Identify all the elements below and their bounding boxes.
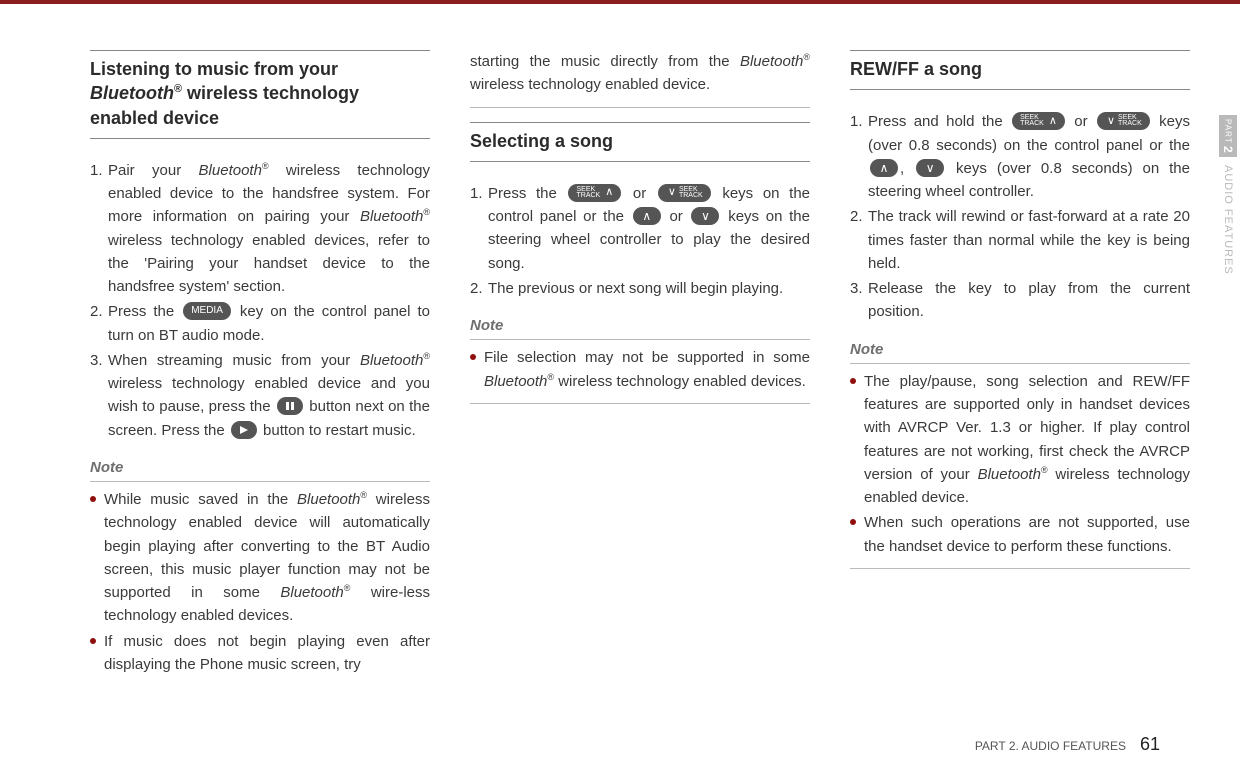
heading-listening: Listening to music from your Bluetooth® … xyxy=(90,50,430,139)
notes-selecting: File selection may not be supported in s… xyxy=(470,346,810,393)
note-item: The play/pause, song selection and REW/F… xyxy=(850,370,1190,510)
top-red-bar xyxy=(0,0,1240,4)
step-2: 2. The previous or next song will begin … xyxy=(470,277,810,300)
side-part-text: PART xyxy=(1224,119,1233,144)
steps-rewff: 1. Press and hold the SEEKTRACK∧ or ∨SEE… xyxy=(850,110,1190,323)
note-heading: Note xyxy=(850,338,1190,364)
steps-listening: 1. Pair your Bluetooth® wireless technol… xyxy=(90,159,430,442)
side-part-number: 2 xyxy=(1221,146,1235,154)
seek-track-down-key: ∨SEEKTRACK xyxy=(658,184,711,202)
column-2: starting the music directly from the Blu… xyxy=(470,50,810,717)
note-heading: Note xyxy=(90,456,430,482)
media-key: MEDIA xyxy=(183,302,231,320)
footer-label: PART 2. AUDIO FEATURES xyxy=(975,739,1126,753)
step-2: 2. Press the MEDIA key on the control pa… xyxy=(90,300,430,347)
note-item: While music saved in the Bluetooth® wire… xyxy=(90,488,430,628)
step-1: 1. Press the SEEKTRACK∧ or ∨SEEKTRACK ke… xyxy=(470,182,810,275)
side-tab: PART 2 AUDIO FEATURES xyxy=(1216,115,1240,285)
column-1: Listening to music from your Bluetooth® … xyxy=(90,50,430,717)
step-1: 1. Pair your Bluetooth® wireless technol… xyxy=(90,159,430,299)
content-columns: Listening to music from your Bluetooth® … xyxy=(90,50,1190,717)
step-1: 1. Press and hold the SEEKTRACK∧ or ∨SEE… xyxy=(850,110,1190,203)
down-key: ∨ xyxy=(916,159,944,177)
separator xyxy=(470,107,810,108)
side-part-label: PART 2 xyxy=(1219,115,1237,157)
page-footer: PART 2. AUDIO FEATURES 61 xyxy=(975,734,1160,755)
side-section-label: AUDIO FEATURES xyxy=(1222,165,1234,275)
up-key: ∧ xyxy=(633,207,661,225)
step-2: 2. The track will rewind or fast-forward… xyxy=(850,205,1190,275)
note-heading: Note xyxy=(470,314,810,340)
heading-rewff: REW/FF a song xyxy=(850,50,1190,90)
note-item: When such operations are not supported, … xyxy=(850,511,1190,558)
steps-selecting: 1. Press the SEEKTRACK∧ or ∨SEEKTRACK ke… xyxy=(470,182,810,300)
seek-track-down-key: ∨SEEKTRACK xyxy=(1097,112,1150,130)
notes-rewff: The play/pause, song selection and REW/F… xyxy=(850,370,1190,558)
pause-icon xyxy=(277,397,303,415)
up-key: ∧ xyxy=(870,159,898,177)
column-3: REW/FF a song 1. Press and hold the SEEK… xyxy=(850,50,1190,717)
step-3: 3. When streaming music from your Blueto… xyxy=(90,349,430,442)
step-3: 3. Release the key to play from the curr… xyxy=(850,277,1190,324)
notes-listening: While music saved in the Bluetooth® wire… xyxy=(90,488,430,676)
separator xyxy=(470,403,810,404)
seek-track-up-key: SEEKTRACK∧ xyxy=(568,184,621,202)
separator xyxy=(850,568,1190,569)
heading-selecting: Selecting a song xyxy=(470,122,810,162)
note-item: If music does not begin playing even aft… xyxy=(90,630,430,677)
down-key: ∨ xyxy=(691,207,719,225)
manual-page: PART 2 AUDIO FEATURES Listening to music… xyxy=(0,0,1240,777)
page-number: 61 xyxy=(1140,734,1160,755)
note-item: File selection may not be supported in s… xyxy=(470,346,810,393)
lead-paragraph: starting the music directly from the Blu… xyxy=(470,50,810,97)
seek-track-up-key: SEEKTRACK∧ xyxy=(1012,112,1065,130)
play-icon xyxy=(231,421,257,439)
